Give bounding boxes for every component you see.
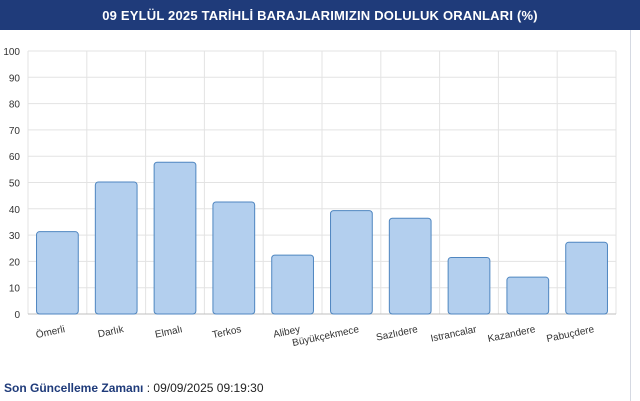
last-update-separator: : xyxy=(143,381,154,395)
y-tick-label: 20 xyxy=(9,257,21,268)
y-tick-label: 30 xyxy=(9,231,21,242)
y-tick-label: 70 xyxy=(9,126,21,137)
y-tick-label: 10 xyxy=(9,284,21,295)
x-tick-label: Istrancalar xyxy=(430,324,479,345)
last-update-label: Son Güncelleme Zamanı xyxy=(4,381,144,395)
x-tick-label: Darlık xyxy=(97,324,126,340)
y-tick-label: 80 xyxy=(9,100,21,111)
bar-8 xyxy=(506,276,550,315)
last-update-value: 09/09/2025 09:19:30 xyxy=(153,381,264,395)
header-bar: 09 EYLÜL 2025 TARİHLİ BARAJLARIMIZIN DOL… xyxy=(0,0,640,30)
x-tick-label: Terkos xyxy=(211,324,242,341)
bar-7 xyxy=(447,256,491,315)
x-tick-label: Ömerli xyxy=(35,323,66,341)
bar-5 xyxy=(330,210,373,315)
y-tick-label: 90 xyxy=(9,73,21,84)
bar-2 xyxy=(153,161,197,315)
bar-0 xyxy=(36,231,79,315)
x-tick-label: Büyükçekmece xyxy=(291,324,360,349)
bar-4 xyxy=(271,254,314,315)
page-title: 09 EYLÜL 2025 TARİHLİ BARAJLARIMIZIN DOL… xyxy=(102,7,538,23)
x-tick-label: Pabuçdere xyxy=(546,324,596,345)
y-tick-label: 40 xyxy=(9,205,21,216)
y-tick-label: 100 xyxy=(3,47,20,58)
bar-6 xyxy=(388,217,432,315)
y-tick-label: 0 xyxy=(14,310,20,321)
chart-container: 0 10 20 30 40 50 60 70 80 90 100 Ömerli Darlık Elmalı… xyxy=(0,30,630,370)
bar-1 xyxy=(94,181,138,315)
y-tick-label: 60 xyxy=(9,152,21,163)
panel-divider xyxy=(630,30,631,401)
y-tick-label: 50 xyxy=(9,179,21,190)
last-update: Son Güncelleme Zamanı : 09/09/2025 09:19… xyxy=(4,381,264,395)
x-tick-label: Kazandere xyxy=(487,324,537,345)
bar-chart: 0 10 20 30 40 50 60 70 80 90 100 Ömerli Darlık Elmalı… xyxy=(3,47,617,349)
bar-3 xyxy=(212,201,256,315)
x-tick-label: Elmalı xyxy=(154,324,183,341)
bar-9 xyxy=(565,241,608,315)
x-tick-label: Sazlıdere xyxy=(375,324,419,344)
